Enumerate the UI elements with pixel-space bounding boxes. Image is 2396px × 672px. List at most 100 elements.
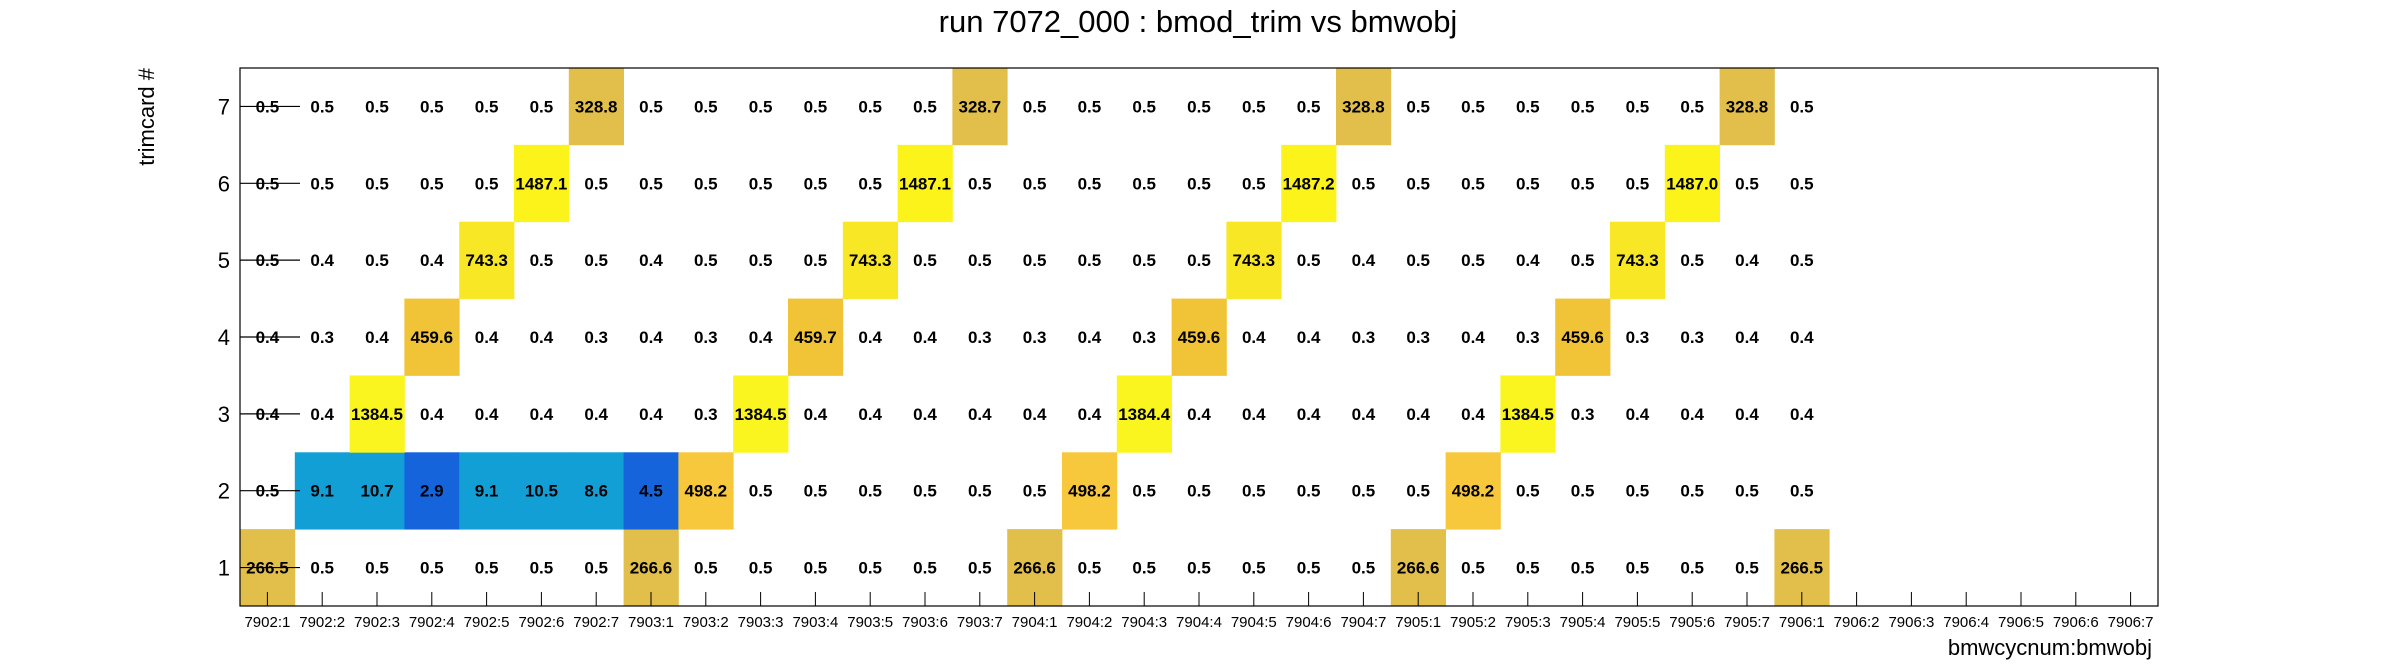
cell-value-label: 1487.1 xyxy=(899,174,951,193)
cell-value-label: 0.5 xyxy=(530,97,554,116)
heatmap-cell xyxy=(1445,452,1501,530)
heatmap-cell xyxy=(1500,375,1556,453)
cell-value-label: 0.4 xyxy=(365,328,389,347)
cell-value-label: 0.4 xyxy=(310,251,334,270)
x-tick-label: 7905:4 xyxy=(1560,614,1606,631)
cell-value-label: 328.7 xyxy=(959,97,1002,116)
cell-value-label: 0.5 xyxy=(1132,482,1156,501)
heatmap-cell xyxy=(514,452,570,530)
cell-value-label: 0.4 xyxy=(913,405,937,424)
cell-value-label: 1384.5 xyxy=(351,405,403,424)
cell-value-label: 0.5 xyxy=(1571,482,1595,501)
x-tick-label: 7905:7 xyxy=(1724,614,1770,631)
cell-value-label: 0.5 xyxy=(1187,251,1211,270)
cell-value-label: 498.2 xyxy=(1068,482,1111,501)
cell-value-label: 743.3 xyxy=(1233,251,1276,270)
cell-value-label: 266.6 xyxy=(1013,559,1056,578)
x-tick-label: 7902:5 xyxy=(464,614,510,631)
cell-value-label: 0.4 xyxy=(1078,328,1102,347)
x-tick-label: 7904:3 xyxy=(1121,614,1167,631)
cell-value-label: 0.4 xyxy=(420,251,444,270)
cell-value-label: 0.5 xyxy=(1132,251,1156,270)
cell-value-label: 743.3 xyxy=(849,251,892,270)
heatmap-cell xyxy=(1336,68,1392,146)
x-tick-label: 7904:2 xyxy=(1066,614,1112,631)
heatmap-cell xyxy=(788,298,844,376)
cell-value-label: 0.5 xyxy=(749,174,773,193)
cell-value-label: 0.5 xyxy=(1078,251,1102,270)
cell-value-label: 0.3 xyxy=(694,405,718,424)
x-tick-label: 7903:6 xyxy=(902,614,948,631)
cell-value-label: 0.3 xyxy=(1680,328,1704,347)
cell-value-label: 328.8 xyxy=(1726,97,1769,116)
cell-value-label: 0.5 xyxy=(1023,482,1047,501)
cell-value-label: 0.4 xyxy=(1023,405,1047,424)
x-tick-label: 7902:3 xyxy=(354,614,400,631)
cell-value-label: 0.5 xyxy=(749,97,773,116)
cell-value-label: 0.5 xyxy=(1242,174,1266,193)
cell-value-label: 266.6 xyxy=(1397,559,1440,578)
cell-value-label: 0.5 xyxy=(584,251,608,270)
cell-value-label: 459.6 xyxy=(1178,328,1221,347)
cell-value-label: 10.7 xyxy=(360,482,393,501)
y-tick-labels: 1 2 3 4 5 6 7 xyxy=(218,94,230,580)
cell-value-label: 0.5 xyxy=(804,482,828,501)
x-tick-label: 7906:4 xyxy=(1943,614,1989,631)
cell-value-label: 0.3 xyxy=(584,328,608,347)
cell-value-label: 0.5 xyxy=(1187,97,1211,116)
cell-value-label: 0.5 xyxy=(749,559,773,578)
cell-value-label: 0.5 xyxy=(804,559,828,578)
cell-value-label: 0.4 xyxy=(1297,328,1321,347)
cell-value-label: 0.3 xyxy=(1132,328,1156,347)
cell-value-label: 0.5 xyxy=(1023,251,1047,270)
x-tick-label: 7902:4 xyxy=(409,614,455,631)
cell-value-label: 0.5 xyxy=(1680,559,1704,578)
cell-value-label: 0.3 xyxy=(694,328,718,347)
cell-value-label: 0.4 xyxy=(858,405,882,424)
cell-value-label: 1487.2 xyxy=(1283,174,1335,193)
x-tick-label: 7904:5 xyxy=(1231,614,1277,631)
cell-value-label: 0.5 xyxy=(1187,482,1211,501)
cell-value-label: 0.5 xyxy=(858,174,882,193)
cell-value-label: 0.4 xyxy=(1078,405,1102,424)
x-tick-label: 7906:1 xyxy=(1779,614,1825,631)
cell-value-label: 1384.5 xyxy=(1502,405,1554,424)
cell-value-label: 0.5 xyxy=(1790,174,1814,193)
cell-value-label: 0.4 xyxy=(913,328,937,347)
cell-value-label: 0.5 xyxy=(1187,559,1211,578)
cell-value-label: 0.5 xyxy=(804,174,828,193)
cell-value-label: 0.5 xyxy=(639,174,663,193)
heatmap-cell xyxy=(678,452,734,530)
cell-value-label: 0.5 xyxy=(420,97,444,116)
cell-value-label: 0.5 xyxy=(1735,482,1759,501)
cell-value-label: 0.4 xyxy=(1242,405,1266,424)
y-tick-label: 6 xyxy=(218,171,230,196)
cell-value-label: 0.5 xyxy=(1680,251,1704,270)
cell-value-label: 0.3 xyxy=(968,328,992,347)
heatmap-cell xyxy=(459,452,515,530)
x-tick-label: 7905:3 xyxy=(1505,614,1551,631)
cell-value-label: 0.5 xyxy=(530,559,554,578)
cell-value-label: 0.5 xyxy=(1461,97,1485,116)
x-tick-label: 7904:7 xyxy=(1340,614,1386,631)
heatmap-cell xyxy=(952,68,1008,146)
cell-value-label: 743.3 xyxy=(1616,251,1659,270)
cell-value-label: 0.5 xyxy=(420,174,444,193)
cell-value-label: 9.1 xyxy=(310,482,334,501)
cell-value-label: 498.2 xyxy=(685,482,728,501)
cell-value-label: 0.5 xyxy=(1352,482,1376,501)
cell-value-label: 0.5 xyxy=(1516,482,1540,501)
x-tick-label: 7903:4 xyxy=(792,614,838,631)
cell-value-label: 0.5 xyxy=(749,482,773,501)
cell-value-label: 0.5 xyxy=(1571,251,1595,270)
cell-value-label: 0.5 xyxy=(584,174,608,193)
cell-value-label: 0.5 xyxy=(1078,559,1102,578)
cell-value-label: 0.5 xyxy=(1297,482,1321,501)
x-tick-label: 7902:6 xyxy=(518,614,564,631)
cell-value-label: 0.4 xyxy=(968,405,992,424)
cell-value-label: 0.5 xyxy=(1406,251,1430,270)
heatmap-cell xyxy=(1555,298,1611,376)
cell-value-label: 0.5 xyxy=(968,174,992,193)
cell-value-label: 0.5 xyxy=(913,97,937,116)
x-tick-label: 7905:5 xyxy=(1614,614,1660,631)
